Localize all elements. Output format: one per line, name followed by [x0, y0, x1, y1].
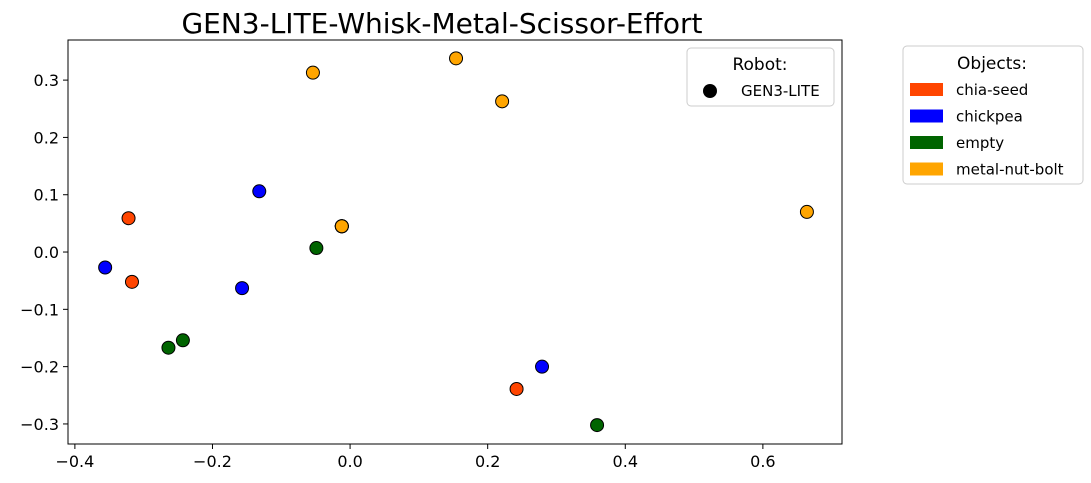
- plot-area: −0.4 −0.2 0.0 0.2 0.4 0.6 −0.3 −0.2 −0.1 0.0 0.1 0.…: [20, 39, 843, 471]
- robot-legend-box: [686, 47, 835, 107]
- objects-legend-swatch: [910, 83, 943, 96]
- y-tick-label: 0.3: [34, 71, 59, 90]
- axes-frame: [67, 39, 843, 445]
- objects-legend: Objects: chia-seed chickpea empty metal-nut-…: [902, 45, 1084, 185]
- objects-legend-box: [902, 45, 1084, 185]
- data-point-chickpea: [535, 359, 550, 374]
- y-tick-label: −0.2: [20, 358, 59, 377]
- data-point-chickpea: [235, 281, 250, 296]
- y-tick-label: 0.2: [34, 128, 59, 147]
- objects-legend-label: metal-nut-bolt: [956, 161, 1064, 179]
- data-point-empty: [161, 340, 176, 355]
- x-tick-label: 0.4: [613, 452, 638, 471]
- data-point-chickpea: [98, 260, 113, 275]
- x-tick-label: 0.2: [475, 452, 500, 471]
- robot-legend-marker: [703, 84, 717, 98]
- data-point-chia-seed: [121, 211, 136, 226]
- objects-legend-swatch: [910, 162, 943, 176]
- objects-legend-swatch: [910, 136, 943, 149]
- objects-legend-label: chia-seed: [956, 81, 1028, 99]
- x-tick-label: 0.0: [337, 452, 362, 471]
- x-tick-label: 0.6: [750, 452, 775, 471]
- data-point-metal-nut-bolt: [449, 51, 464, 66]
- robot-legend-title: Robot:: [732, 55, 787, 75]
- objects-legend-title: Objects:: [957, 54, 1027, 74]
- y-tick-label: 0.0: [34, 243, 59, 262]
- data-point-metal-nut-bolt: [799, 204, 814, 219]
- chart-title: GEN3-LITE-Whisk-Metal-Scissor-Effort: [181, 7, 702, 40]
- robot-legend-label: GEN3-LITE: [741, 82, 820, 100]
- data-point-empty: [175, 333, 190, 348]
- data-point-chia-seed: [124, 274, 139, 289]
- data-point-metal-nut-bolt: [334, 219, 349, 234]
- y-tick-label: −0.3: [20, 415, 59, 434]
- data-point-empty: [309, 241, 324, 256]
- objects-legend-label: chickpea: [956, 108, 1023, 126]
- y-tick-label: 0.1: [34, 186, 59, 205]
- data-point-metal-nut-bolt: [305, 65, 320, 80]
- objects-legend-label: empty: [956, 134, 1004, 152]
- y-tick-label: −0.1: [20, 300, 59, 319]
- x-tick-label: −0.2: [193, 452, 232, 471]
- data-point-empty: [590, 418, 605, 433]
- data-point-chickpea: [252, 184, 267, 199]
- x-tick-label: −0.4: [55, 452, 94, 471]
- robot-legend: Robot: GEN3-LITE: [686, 47, 835, 107]
- data-point-chia-seed: [509, 381, 524, 396]
- objects-legend-swatch: [910, 109, 943, 123]
- data-point-metal-nut-bolt: [495, 94, 510, 109]
